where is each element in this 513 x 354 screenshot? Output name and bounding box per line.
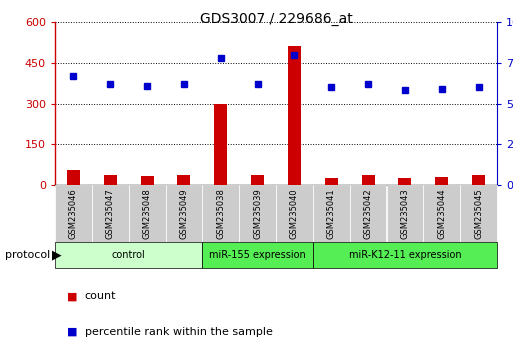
Bar [67, 170, 80, 185]
Text: miR-K12-11 expression: miR-K12-11 expression [349, 250, 461, 260]
Text: control: control [112, 250, 146, 260]
Bar [325, 178, 338, 185]
Bar [288, 46, 301, 185]
Bar [362, 175, 374, 185]
Text: protocol: protocol [5, 250, 50, 260]
Text: ■: ■ [67, 291, 77, 301]
Bar [399, 178, 411, 185]
Text: GSM235040: GSM235040 [290, 188, 299, 239]
Text: GSM235043: GSM235043 [401, 188, 409, 239]
Bar [472, 176, 485, 185]
Text: GSM235048: GSM235048 [143, 188, 151, 239]
Text: GDS3007 / 229686_at: GDS3007 / 229686_at [200, 12, 353, 26]
Bar [177, 175, 190, 185]
Text: GSM235038: GSM235038 [216, 188, 225, 239]
Text: GSM235046: GSM235046 [69, 188, 78, 239]
Text: miR-155 expression: miR-155 expression [209, 250, 306, 260]
Text: GSM235047: GSM235047 [106, 188, 115, 239]
Text: GSM235041: GSM235041 [327, 188, 336, 239]
Bar [251, 175, 264, 185]
Text: GSM235042: GSM235042 [364, 188, 372, 239]
Bar [214, 103, 227, 185]
Bar [104, 176, 116, 185]
Text: GSM235044: GSM235044 [437, 188, 446, 239]
Text: count: count [85, 291, 116, 301]
Text: GSM235039: GSM235039 [253, 188, 262, 239]
Text: percentile rank within the sample: percentile rank within the sample [85, 327, 272, 337]
Bar [141, 176, 153, 185]
Text: ▶: ▶ [52, 249, 61, 262]
Bar [436, 177, 448, 185]
Text: GSM235045: GSM235045 [474, 188, 483, 239]
Text: ■: ■ [67, 327, 77, 337]
Text: GSM235049: GSM235049 [180, 188, 188, 239]
